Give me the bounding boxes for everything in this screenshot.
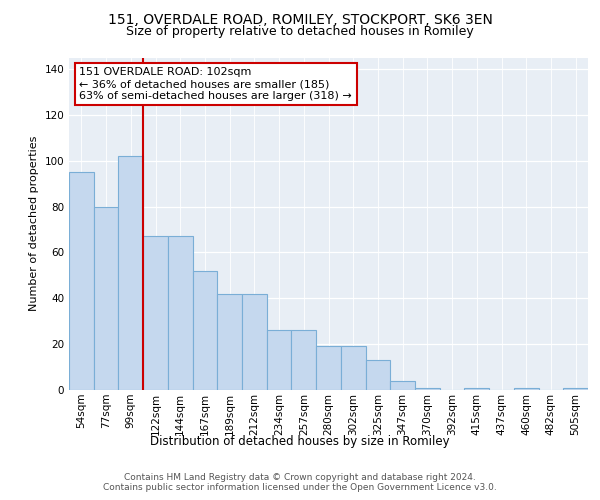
Bar	[69, 172, 94, 390]
Bar	[242, 294, 267, 390]
Bar	[365, 360, 390, 390]
Bar	[341, 346, 365, 390]
Bar	[316, 346, 341, 390]
Bar	[514, 388, 539, 390]
Bar	[217, 294, 242, 390]
Bar	[94, 206, 118, 390]
Bar	[292, 330, 316, 390]
Bar	[390, 381, 415, 390]
Bar	[464, 388, 489, 390]
Bar	[118, 156, 143, 390]
Bar	[415, 388, 440, 390]
Bar	[563, 388, 588, 390]
Text: Size of property relative to detached houses in Romiley: Size of property relative to detached ho…	[126, 25, 474, 38]
Bar	[193, 271, 217, 390]
Text: 151 OVERDALE ROAD: 102sqm
← 36% of detached houses are smaller (185)
63% of semi: 151 OVERDALE ROAD: 102sqm ← 36% of detac…	[79, 68, 352, 100]
Text: 151, OVERDALE ROAD, ROMILEY, STOCKPORT, SK6 3EN: 151, OVERDALE ROAD, ROMILEY, STOCKPORT, …	[107, 12, 493, 26]
Text: Distribution of detached houses by size in Romiley: Distribution of detached houses by size …	[150, 435, 450, 448]
Text: Contains HM Land Registry data © Crown copyright and database right 2024.
Contai: Contains HM Land Registry data © Crown c…	[103, 472, 497, 492]
Bar	[143, 236, 168, 390]
Bar	[267, 330, 292, 390]
Bar	[168, 236, 193, 390]
Y-axis label: Number of detached properties: Number of detached properties	[29, 136, 39, 312]
